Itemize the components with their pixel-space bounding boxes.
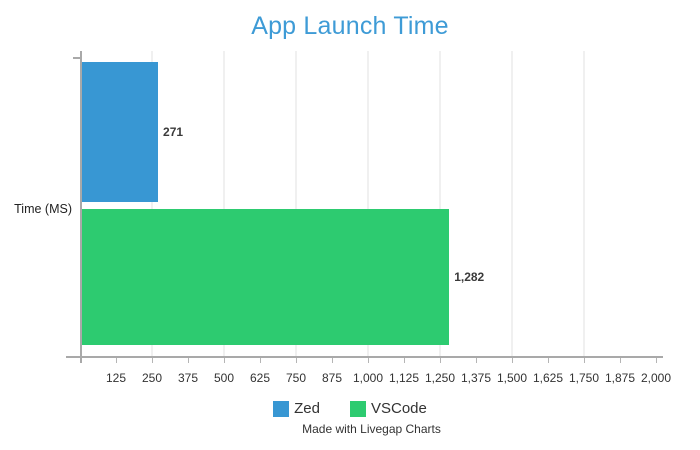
x-axis-tick-label: 1,500: [496, 371, 528, 385]
x-axis-tick: [152, 358, 153, 363]
bar-vscode: [80, 209, 450, 345]
x-axis-tick-label: 250: [141, 371, 163, 385]
gridline: [367, 51, 369, 357]
legend-item-zed[interactable]: Zed: [273, 400, 320, 417]
x-axis-line: [66, 356, 663, 358]
x-axis-tick: [260, 358, 261, 363]
x-axis-tick: [512, 358, 513, 363]
gridline: [151, 51, 153, 357]
plot-area: 271 1,282: [80, 51, 656, 357]
y-axis-top-tick: [73, 57, 80, 59]
x-axis-tick: [584, 358, 585, 363]
x-axis-tick-label: 875: [321, 371, 343, 385]
x-axis-tick-label: 1,625: [532, 371, 564, 385]
x-axis-tick: [548, 358, 549, 363]
x-axis-tick: [440, 358, 441, 363]
x-axis-tick-label: 375: [177, 371, 199, 385]
x-axis-tick-label: 1,875: [604, 371, 636, 385]
gridline: [295, 51, 297, 357]
legend-swatch-zed: [273, 400, 290, 417]
gridline: [439, 51, 441, 357]
x-axis-tick: [224, 358, 225, 363]
x-axis-tick: [476, 358, 477, 363]
x-axis-tick-label: 500: [213, 371, 235, 385]
legend-item-vscode[interactable]: VSCode: [349, 400, 427, 417]
y-axis-category-label: Time (MS): [14, 202, 72, 216]
x-axis-tick-label: 125: [105, 371, 127, 385]
bar-value-label-vscode: 1,282: [454, 270, 485, 284]
y-axis-line: [80, 51, 82, 363]
gridline: [223, 51, 225, 357]
x-axis-tick-label: 1,125: [388, 371, 420, 385]
x-axis-tick: [332, 358, 333, 363]
x-axis-tick: [656, 358, 657, 363]
x-axis-tick: [404, 358, 405, 363]
x-axis-tick: [620, 358, 621, 363]
x-axis-tick-label: 750: [285, 371, 307, 385]
x-axis-tick-label: 1,375: [460, 371, 492, 385]
x-axis-tick: [368, 358, 369, 363]
x-axis-tick: [188, 358, 189, 363]
legend: Zed VSCode: [0, 400, 700, 417]
x-axis-tick-label: 1,000: [352, 371, 384, 385]
gridline: [511, 51, 513, 357]
legend-label: Zed: [294, 400, 320, 417]
x-axis-tick: [296, 358, 297, 363]
bar-value-label-zed: 271: [163, 125, 184, 139]
bar-zed: [80, 62, 159, 202]
legend-swatch-vscode: [349, 400, 366, 417]
legend-label: VSCode: [370, 400, 427, 417]
chart-title: App Launch Time: [251, 12, 449, 40]
x-axis-tick-label: 1,750: [568, 371, 600, 385]
x-axis-tick: [116, 358, 117, 363]
x-axis-tick-label: 625: [249, 371, 271, 385]
footer-credit: Made with Livegap Charts: [302, 422, 441, 436]
x-axis-tick-label: 2,000: [640, 371, 672, 385]
x-axis-tick-label: 1,250: [424, 371, 456, 385]
gridline: [583, 51, 585, 357]
